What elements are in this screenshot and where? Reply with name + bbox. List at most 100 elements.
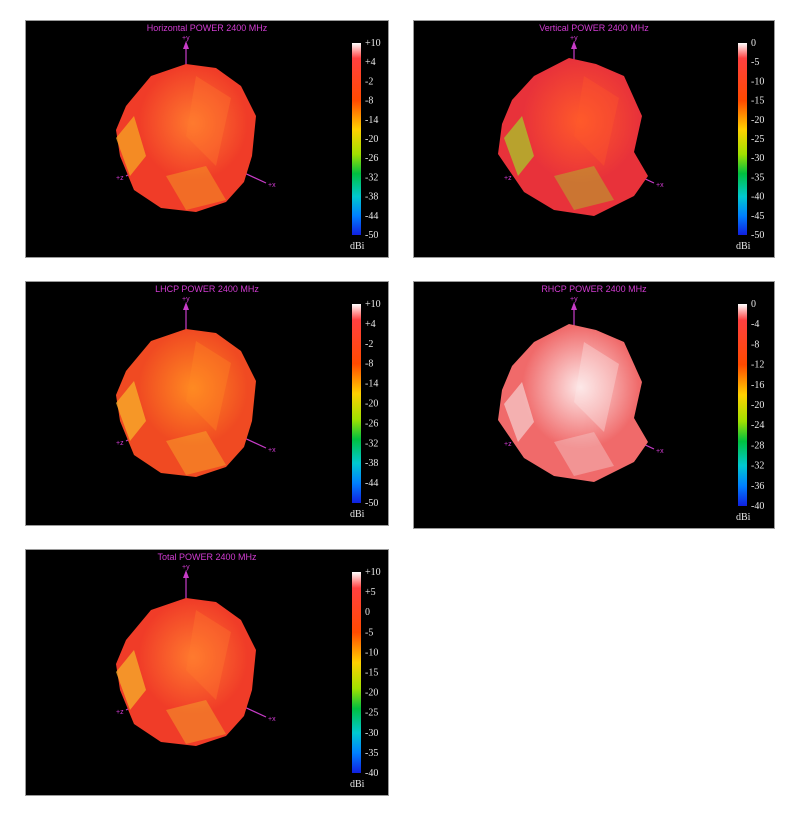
pattern-facet [554,166,614,210]
y-axis-arrow [571,41,577,49]
colorbar-tick-label: -20 [365,688,378,699]
z-axis-label: +z [116,440,124,447]
colorbar-tick-label: -15 [751,96,764,107]
colorbar-tick-label: -5 [751,57,759,68]
colorbar-tick-label: -20 [751,115,764,126]
colorbar [352,304,361,503]
chart-panel-horizontal: Horizontal POWER 2400 MHz +y +x +z +10 +4 -2-… [25,20,389,258]
pattern-facet [116,381,146,441]
z-axis-label: +z [116,175,124,182]
pattern-facet [186,341,231,431]
pattern-facet [116,650,146,710]
colorbar [352,572,361,773]
radiation-pattern-surface [498,58,648,216]
colorbar-tick-label: -20 [365,399,378,410]
colorbar-tick-label: -50 [365,498,378,509]
y-axis-arrow [183,570,189,578]
colorbar-tick-label: -50 [751,230,764,241]
x-axis-label: +x [268,182,276,189]
colorbar-tick-label: -2 [365,339,373,350]
y-axis-label: +y [182,564,190,571]
chart-panel-vertical: Vertical POWER 2400 MHz +y +x +z 0 -5 -10 -15-… [413,20,775,258]
colorbar-tick-label: +10 [365,299,381,310]
x-axis-label: +x [268,716,276,723]
colorbar-unit-label: dBi [736,241,751,252]
colorbar-tick-label: -26 [365,153,378,164]
chart-panel-total: Total POWER 2400 MHz +y +x +z +10 +5 0 -5 -10 -1… [25,549,389,796]
colorbar-tick-label: -8 [365,359,373,370]
colorbar-tick-label: +4 [365,319,376,330]
colorbar-tick-label: -12 [751,360,764,371]
colorbar-tick-label: -32 [365,172,378,183]
colorbar-tick-label: +5 [365,587,376,598]
colorbar-tick-label: -38 [365,192,378,203]
pattern-facet [166,700,226,744]
colorbar-tick-label: -26 [365,418,378,429]
colorbar-tick-label: -8 [751,339,759,350]
colorbar-tick-label: -35 [751,172,764,183]
radiation-pattern-surface [116,598,256,746]
colorbar-tick-label: -30 [751,153,764,164]
colorbar-tick-label: -14 [365,379,378,390]
pattern-facet [574,76,619,166]
colorbar-tick-label: -50 [365,230,378,241]
colorbar-tick-label: 0 [365,607,370,618]
y-axis-arrow [183,41,189,49]
colorbar-tick-label: -45 [751,211,764,222]
colorbar-tick-label: -4 [751,319,759,330]
colorbar-tick-label: -8 [365,96,373,107]
z-axis-label: +z [504,441,512,448]
x-axis-label: +x [656,182,664,189]
colorbar-tick-label: -40 [365,768,378,779]
colorbar-tick-label: -30 [365,728,378,739]
y-axis-arrow [183,302,189,310]
colorbar-tick-label: -40 [751,501,764,512]
chart-panel-lhcp: LHCP POWER 2400 MHz +y +x +z +10 +4 -2 -8 -14 -2… [25,281,389,526]
colorbar-tick-label: -10 [365,647,378,658]
pattern-facet [116,116,146,176]
colorbar-tick-label: -28 [751,440,764,451]
colorbar-tick-label: -25 [751,134,764,145]
colorbar-tick-label: +4 [365,57,376,68]
colorbar-unit-label: dBi [350,241,365,252]
z-axis-label: +z [116,709,124,716]
colorbar-tick-label: -44 [365,478,378,489]
colorbar-tick-label: -20 [365,134,378,145]
colorbar-tick-label: -38 [365,458,378,469]
colorbar-unit-label: dBi [736,512,751,523]
colorbar-tick-label: -32 [751,461,764,472]
colorbar-tick-label: -40 [751,192,764,203]
colorbar [738,304,747,506]
colorbar-tick-label: -20 [751,400,764,411]
colorbar-tick-label: -36 [751,481,764,492]
colorbar-unit-label: dBi [350,779,365,790]
chart-panel-rhcp: RHCP POWER 2400 MHz +y +x +z 0 -4 -8 -12 -16 -20… [413,281,775,529]
colorbar [352,43,361,235]
colorbar-tick-label: -5 [365,627,373,638]
y-axis-label: +y [570,35,578,42]
z-axis-label: +z [504,175,512,182]
radiation-pattern-surface [116,329,256,477]
pattern-facet [166,431,226,475]
x-axis-label: +x [268,447,276,454]
colorbar-unit-label: dBi [350,509,365,520]
radiation-pattern-surface [498,324,648,482]
colorbar-tick-label: -10 [751,76,764,87]
y-axis-label: +y [182,35,190,42]
colorbar [738,43,747,235]
colorbar-tick-label: -16 [751,380,764,391]
pattern-facet [166,166,226,210]
y-axis-label: +y [570,296,578,303]
pattern-facet [554,432,614,476]
pattern-facet [504,116,534,176]
colorbar-tick-label: 0 [751,299,756,310]
colorbar-tick-label: -32 [365,438,378,449]
colorbar-tick-label: -25 [365,708,378,719]
x-axis-label: +x [656,448,664,455]
colorbar-tick-label: 0 [751,38,756,49]
colorbar-tick-label: +10 [365,567,381,578]
